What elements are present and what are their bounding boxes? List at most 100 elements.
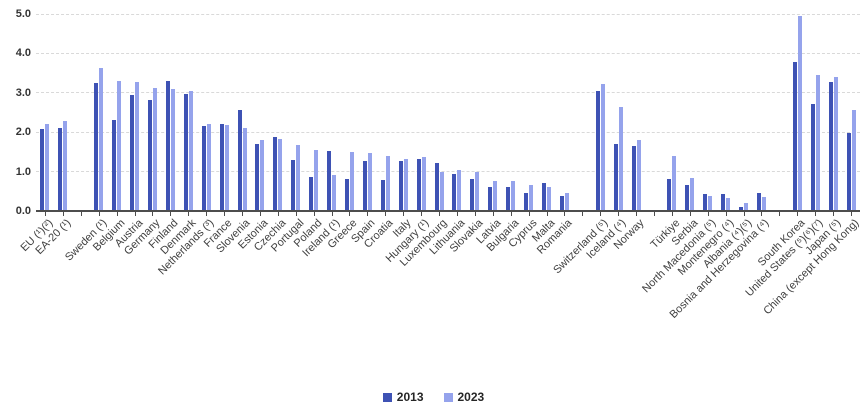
legend-swatch-2023 xyxy=(443,392,453,402)
bar-2023 xyxy=(63,121,68,211)
bar-2023 xyxy=(547,186,552,211)
x-axis-tick xyxy=(349,212,351,216)
bar-2013 xyxy=(147,99,152,211)
bar-2013 xyxy=(183,93,188,211)
y-axis-label: 1.0 xyxy=(15,165,31,178)
bar-2013 xyxy=(810,103,815,211)
x-axis-tick xyxy=(62,212,64,216)
x-axis-tick xyxy=(851,212,853,216)
x-axis-tick xyxy=(259,212,261,216)
legend-label: 2023 xyxy=(457,390,485,404)
bar-2023 xyxy=(761,196,766,211)
legend: 2013 2023 xyxy=(0,390,867,404)
bar-2013 xyxy=(165,81,170,211)
x-axis-tick xyxy=(224,212,226,216)
bar-2023 xyxy=(421,157,426,211)
x-axis-tick xyxy=(188,212,190,216)
bar-2013 xyxy=(309,176,314,211)
x-axis-tick xyxy=(385,212,387,216)
bar-2023 xyxy=(206,124,211,211)
x-axis-tick xyxy=(331,212,333,216)
x-axis-tick xyxy=(44,212,46,216)
bar-2013 xyxy=(739,207,744,211)
x-axis-tick xyxy=(743,212,745,216)
bar-2013 xyxy=(291,159,296,211)
x-axis-tick xyxy=(242,212,243,216)
y-axis-label: 4.0 xyxy=(15,47,31,60)
bar-2023 xyxy=(833,76,838,211)
bar-2023 xyxy=(242,127,247,211)
bar-2023 xyxy=(690,177,695,211)
gridline xyxy=(36,171,860,173)
legend-item-2013: 2013 xyxy=(382,390,424,404)
bar-2013 xyxy=(828,81,833,211)
bar-2013 xyxy=(792,62,797,211)
bar-2023 xyxy=(493,181,498,211)
x-axis-line xyxy=(36,210,860,212)
x-axis-tick xyxy=(761,212,763,216)
bar-2023 xyxy=(815,74,820,211)
x-axis-tick xyxy=(313,212,315,216)
bar-2023 xyxy=(851,109,856,211)
x-axis-tick xyxy=(797,212,799,216)
bar-2013 xyxy=(344,179,349,211)
y-axis-label: 5.0 xyxy=(15,8,31,20)
bar-2023 xyxy=(457,169,462,211)
y-axis-label: 0.0 xyxy=(15,205,31,217)
legend-label: 2013 xyxy=(396,390,424,404)
bar-2013 xyxy=(470,179,475,211)
bar-2023 xyxy=(367,152,372,211)
bar-2013 xyxy=(703,193,708,211)
x-axis-tick xyxy=(295,212,297,216)
bar-2023 xyxy=(636,140,641,211)
bar-2023 xyxy=(45,123,50,211)
x-axis-tick xyxy=(152,212,154,216)
bar-2013 xyxy=(631,145,636,211)
bar-2013 xyxy=(667,179,672,211)
bar-2013 xyxy=(613,144,618,211)
bar-2023 xyxy=(439,171,444,211)
bar-2023 xyxy=(529,184,534,211)
x-axis-tick xyxy=(833,212,835,216)
bar-2023 xyxy=(385,155,390,211)
bar-2013 xyxy=(201,126,206,211)
bar-2013 xyxy=(721,194,726,211)
x-axis-tick xyxy=(98,212,100,216)
bar-2023 xyxy=(152,88,157,211)
bar-2023 xyxy=(672,155,677,211)
bar-2013 xyxy=(559,196,564,211)
bar-2013 xyxy=(542,183,547,211)
x-axis-tick xyxy=(546,212,548,216)
y-axis-label: 2.0 xyxy=(15,126,31,139)
bar-2013 xyxy=(434,162,439,211)
x-axis-tick xyxy=(618,212,620,216)
x-axis-tick xyxy=(421,212,423,216)
bar-2023 xyxy=(403,158,408,211)
bar-2013 xyxy=(94,82,99,211)
bar-2013 xyxy=(255,143,260,211)
bar-2013 xyxy=(58,128,63,211)
bar-2023 xyxy=(278,139,283,211)
bar-2023 xyxy=(797,15,802,211)
x-axis-tick xyxy=(277,212,279,216)
bar-2013 xyxy=(524,192,529,211)
x-axis-tick xyxy=(510,212,512,216)
x-axis-tick xyxy=(206,212,208,216)
x-axis-tick xyxy=(671,212,673,216)
x-axis-tick xyxy=(492,212,494,216)
x-axis-tick xyxy=(170,212,172,216)
x-axis-tick xyxy=(134,212,136,216)
bar-2023 xyxy=(99,67,104,211)
bar-2013 xyxy=(506,186,511,211)
bar-2013 xyxy=(416,158,421,211)
gridline xyxy=(36,92,860,94)
bar-2023 xyxy=(511,180,516,211)
bar-2023 xyxy=(600,83,605,211)
bar-2013 xyxy=(327,151,332,211)
x-axis-tick xyxy=(815,212,817,216)
gridline xyxy=(36,52,860,54)
bar-2013 xyxy=(452,173,457,211)
x-axis-tick xyxy=(474,212,476,216)
bar-2013 xyxy=(112,119,117,211)
